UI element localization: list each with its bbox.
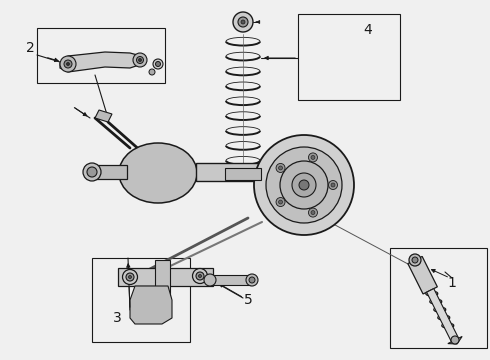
Circle shape xyxy=(241,20,245,24)
Circle shape xyxy=(276,163,285,172)
Circle shape xyxy=(133,53,147,67)
Polygon shape xyxy=(60,52,145,72)
Circle shape xyxy=(87,167,97,177)
Circle shape xyxy=(155,62,161,67)
Polygon shape xyxy=(95,110,112,122)
Circle shape xyxy=(198,274,201,278)
Polygon shape xyxy=(448,337,462,344)
Circle shape xyxy=(309,153,318,162)
Circle shape xyxy=(328,180,338,189)
Circle shape xyxy=(409,254,421,266)
Ellipse shape xyxy=(119,143,197,203)
Polygon shape xyxy=(427,289,459,342)
Circle shape xyxy=(204,274,216,286)
Circle shape xyxy=(412,257,418,263)
Circle shape xyxy=(60,56,76,72)
Text: 1: 1 xyxy=(447,276,457,290)
Circle shape xyxy=(67,63,70,66)
Circle shape xyxy=(249,277,255,283)
Circle shape xyxy=(238,17,248,27)
Circle shape xyxy=(122,270,138,284)
Circle shape xyxy=(153,59,163,69)
Polygon shape xyxy=(408,256,438,294)
Circle shape xyxy=(149,69,155,75)
Bar xyxy=(155,260,170,318)
Circle shape xyxy=(128,275,131,279)
Circle shape xyxy=(64,60,72,68)
Polygon shape xyxy=(130,286,172,324)
Circle shape xyxy=(246,274,258,286)
Bar xyxy=(92,258,190,342)
Circle shape xyxy=(311,211,315,215)
Bar xyxy=(210,275,252,285)
Circle shape xyxy=(126,273,134,281)
Bar xyxy=(37,28,165,83)
Circle shape xyxy=(266,147,342,223)
Circle shape xyxy=(451,336,459,344)
Circle shape xyxy=(139,59,142,62)
Bar xyxy=(390,248,487,348)
Circle shape xyxy=(276,198,285,207)
Circle shape xyxy=(311,156,315,159)
Text: 5: 5 xyxy=(244,293,252,307)
Circle shape xyxy=(83,163,101,181)
Bar xyxy=(225,168,261,180)
Bar xyxy=(92,165,127,179)
Circle shape xyxy=(309,208,318,217)
Bar xyxy=(196,163,276,181)
Circle shape xyxy=(278,166,283,170)
Bar xyxy=(118,268,213,286)
Circle shape xyxy=(292,173,316,197)
Text: 2: 2 xyxy=(25,41,34,55)
Circle shape xyxy=(278,200,283,204)
Circle shape xyxy=(196,272,204,280)
Circle shape xyxy=(280,161,328,209)
Circle shape xyxy=(254,135,354,235)
Circle shape xyxy=(193,269,207,284)
Bar xyxy=(298,14,400,100)
Circle shape xyxy=(299,180,309,190)
Circle shape xyxy=(233,12,253,32)
Circle shape xyxy=(137,57,144,63)
Circle shape xyxy=(331,183,335,187)
Text: 3: 3 xyxy=(113,311,122,325)
Text: 4: 4 xyxy=(364,23,372,37)
